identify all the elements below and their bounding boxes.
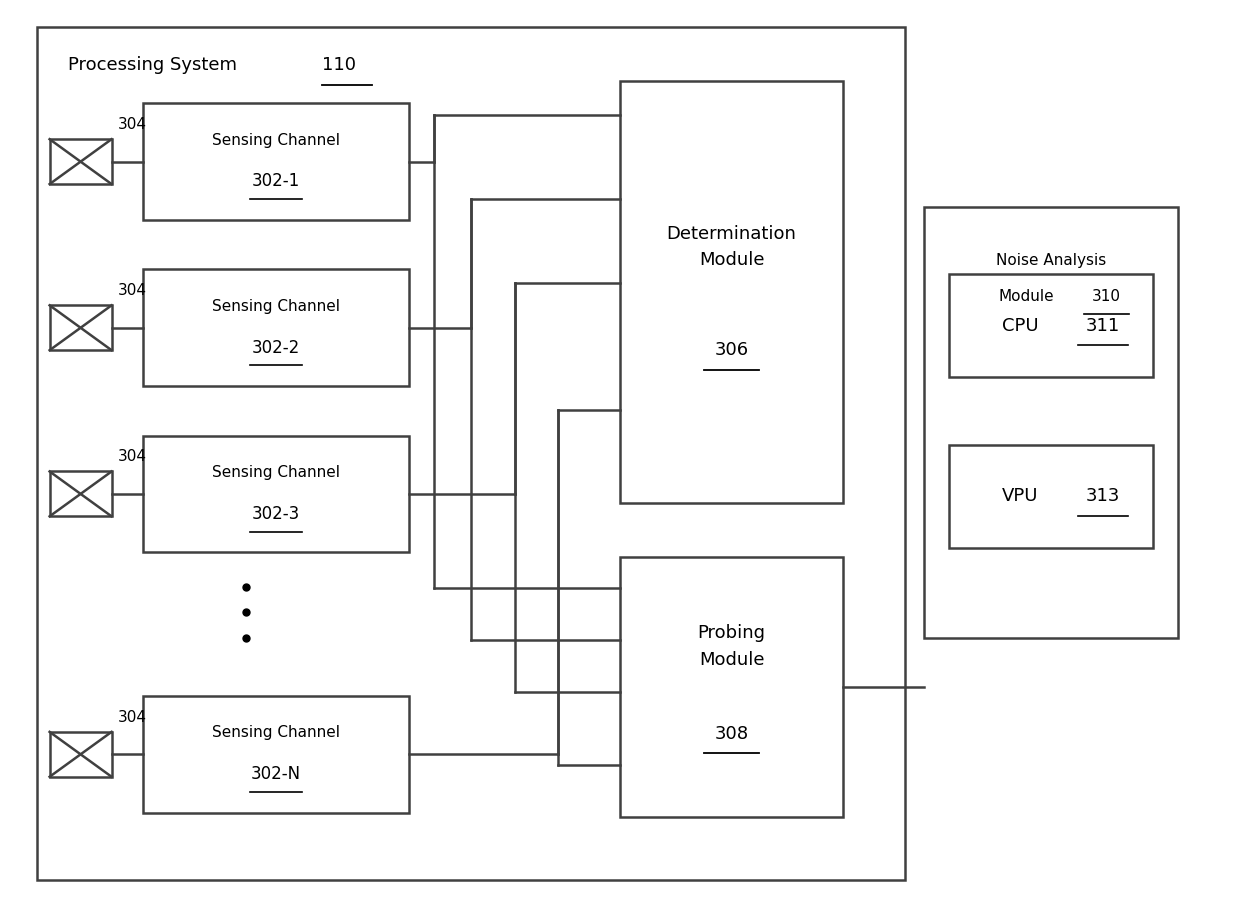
Text: 304: 304 <box>118 449 146 464</box>
Text: 304: 304 <box>118 117 146 132</box>
Bar <box>924 207 1178 638</box>
Text: 302-3: 302-3 <box>252 505 300 523</box>
Text: CPU: CPU <box>1002 316 1038 335</box>
Bar <box>620 557 843 817</box>
Text: Processing System: Processing System <box>68 56 237 74</box>
Bar <box>949 445 1153 548</box>
Text: 302-1: 302-1 <box>252 172 300 190</box>
Text: 304: 304 <box>118 709 146 725</box>
Bar <box>50 732 112 777</box>
Bar <box>143 103 409 220</box>
Text: VPU: VPU <box>1002 487 1038 506</box>
Bar <box>50 471 112 516</box>
Bar <box>620 81 843 503</box>
Text: 304: 304 <box>118 283 146 298</box>
Text: Noise Analysis: Noise Analysis <box>996 253 1106 268</box>
Text: 308: 308 <box>714 725 749 743</box>
Text: Determination
Module: Determination Module <box>667 224 796 269</box>
Text: 110: 110 <box>322 56 356 74</box>
Text: 313: 313 <box>1086 487 1120 506</box>
Text: 311: 311 <box>1086 316 1120 335</box>
Bar <box>143 696 409 813</box>
Text: Sensing Channel: Sensing Channel <box>212 465 340 480</box>
Bar <box>949 274 1153 377</box>
Text: Sensing Channel: Sensing Channel <box>212 133 340 147</box>
Text: Sensing Channel: Sensing Channel <box>212 299 340 313</box>
Text: Sensing Channel: Sensing Channel <box>212 726 340 740</box>
Text: 302-N: 302-N <box>250 765 301 783</box>
Text: 310: 310 <box>1092 289 1121 304</box>
Text: 306: 306 <box>714 341 749 359</box>
Bar <box>50 305 112 350</box>
Bar <box>37 27 905 880</box>
Bar <box>50 139 112 184</box>
Bar <box>143 269 409 386</box>
Text: Module: Module <box>998 289 1054 304</box>
Bar <box>143 436 409 552</box>
Text: Probing
Module: Probing Module <box>698 624 765 669</box>
Text: 302-2: 302-2 <box>252 339 300 357</box>
